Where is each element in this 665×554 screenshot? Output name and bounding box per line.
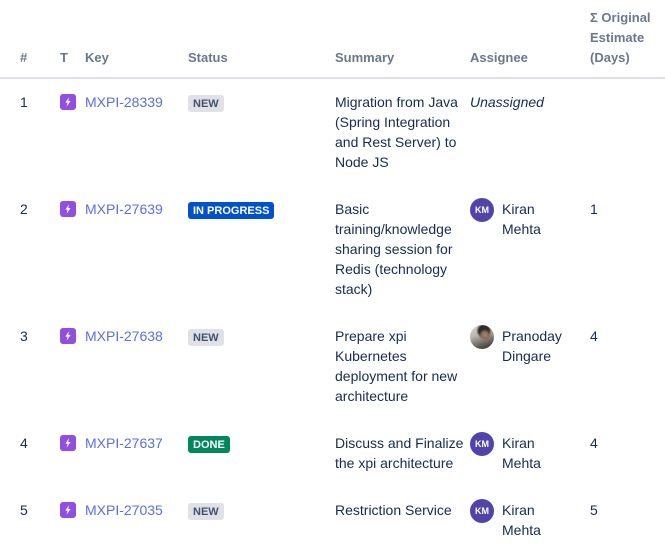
summary-cell: Discuss and Finalize the xpi architectur… xyxy=(335,435,464,471)
issue-type-cell xyxy=(60,420,85,487)
assignee-unassigned-label: Unassigned xyxy=(470,94,544,110)
issue-key-link[interactable]: MXPI-28339 xyxy=(85,94,163,110)
assignee-cell: KM Kiran Mehta xyxy=(470,420,588,487)
assignee-cell: KM Kiran Mehta xyxy=(470,487,588,554)
summary-cell: Prepare xpi Kubernetes deployment for ne… xyxy=(335,328,458,404)
table-row: 4 MXPI-27637 DONE Discuss and Finalize the … xyxy=(0,420,665,487)
summary-cell: Basic training/knowledge sharing session… xyxy=(335,201,453,297)
issue-type-cell xyxy=(60,313,85,420)
issue-key-cell: MXPI-27639 xyxy=(85,186,188,313)
epic-icon xyxy=(60,435,76,451)
summary-cell: Migration from Java (Spring Integration … xyxy=(335,94,458,170)
column-header-assignee: Assignee xyxy=(470,0,588,79)
status-cell: NEW xyxy=(188,487,335,554)
estimate-cell: 4 xyxy=(590,435,598,451)
assignee-name: Pranoday Dingare xyxy=(502,328,562,364)
assignee-avatar xyxy=(470,325,494,349)
status-badge: IN PROGRESS xyxy=(188,202,275,219)
table-row: 2 MXPI-27639 IN PROGRESS Basic training/kno… xyxy=(0,186,665,313)
estimate-cell: 5 xyxy=(590,502,598,518)
epic-icon xyxy=(60,201,76,217)
issue-key-link[interactable]: MXPI-27035 xyxy=(85,502,163,518)
table-row: 1 MXPI-28339 NEW Migration from Java (Sprin… xyxy=(0,78,665,186)
estimate-cell: 1 xyxy=(590,201,598,217)
status-cell: DONE xyxy=(188,420,335,487)
issue-key-cell: MXPI-27638 xyxy=(85,313,188,420)
assignee-avatar: KM xyxy=(470,432,494,456)
table-header: # T Key Status Summary Assignee Σ Original Est… xyxy=(0,0,665,79)
issue-type-cell xyxy=(60,487,85,554)
table-row: 3 MXPI-27638 NEW Prepare xpi Kubernetes dep… xyxy=(0,313,665,420)
issue-key-cell: MXPI-28339 xyxy=(85,78,188,186)
issue-key-link[interactable]: MXPI-27639 xyxy=(85,201,163,217)
estimate-cell: 4 xyxy=(590,328,598,344)
column-header-num: # xyxy=(0,0,60,79)
assignee-name: Kiran Mehta xyxy=(502,502,541,538)
assignee-name: Kiran Mehta xyxy=(502,201,541,237)
status-badge: NEW xyxy=(188,503,224,520)
column-header-status: Status xyxy=(188,0,335,79)
assignee-cell: Unassigned xyxy=(470,78,588,186)
issue-key-cell: MXPI-27637 xyxy=(85,420,188,487)
row-number: 3 xyxy=(20,328,28,344)
column-header-summary: Summary xyxy=(335,0,470,79)
issue-type-cell xyxy=(60,78,85,186)
issue-key-link[interactable]: MXPI-27637 xyxy=(85,435,163,451)
status-cell: NEW xyxy=(188,78,335,186)
table-row: 5 MXPI-27035 NEW Restriction Service KM Kiran… xyxy=(0,487,665,554)
issue-key-link[interactable]: MXPI-27638 xyxy=(85,328,163,344)
estimate-cell xyxy=(588,78,665,186)
status-cell: IN PROGRESS xyxy=(188,186,335,313)
assignee-name: Kiran Mehta xyxy=(502,435,541,471)
table-header-row: # T Key Status Summary Assignee Σ Original Est… xyxy=(0,0,665,79)
status-cell: NEW xyxy=(188,313,335,420)
row-number: 2 xyxy=(20,201,28,217)
assignee-avatar: KM xyxy=(470,499,494,523)
assignee-cell: Pranoday Dingare xyxy=(470,313,588,420)
row-number: 5 xyxy=(20,502,28,518)
epic-icon xyxy=(60,328,76,344)
assignee-cell: KM Kiran Mehta xyxy=(470,186,588,313)
issue-key-cell: MXPI-27035 xyxy=(85,487,188,554)
epic-icon xyxy=(60,94,76,110)
epic-icon xyxy=(60,502,76,518)
row-number: 1 xyxy=(20,94,28,110)
column-header-key: Key xyxy=(85,0,188,79)
issue-type-cell xyxy=(60,186,85,313)
assignee-avatar: KM xyxy=(470,198,494,222)
column-header-type: T xyxy=(60,0,85,79)
table-body: 1 MXPI-28339 NEW Migration from Java (Sprin… xyxy=(0,78,665,554)
status-badge: NEW xyxy=(188,329,224,346)
row-number: 4 xyxy=(20,435,28,451)
status-badge: DONE xyxy=(188,436,230,453)
status-badge: NEW xyxy=(188,95,224,112)
column-header-estimate: Σ Original Estimate (Days) xyxy=(588,0,665,79)
summary-cell: Restriction Service xyxy=(335,502,452,518)
